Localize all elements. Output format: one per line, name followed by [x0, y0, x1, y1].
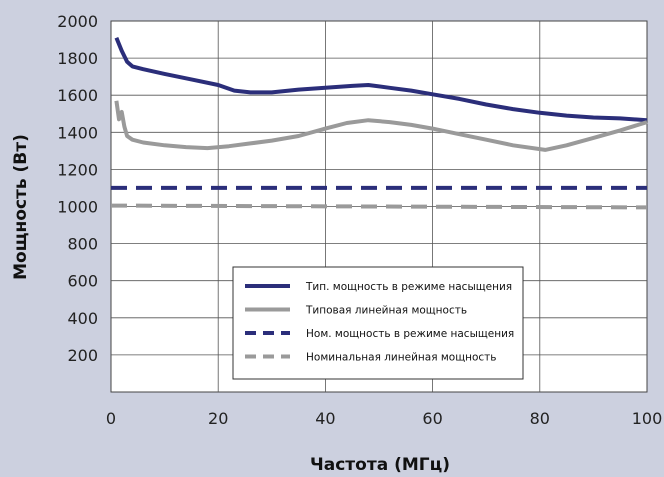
y-tick-label: 600: [67, 272, 98, 291]
legend-label-1: Тип. мощность в режиме насыщения: [305, 281, 512, 293]
y-tick-label: 200: [67, 346, 98, 365]
legend-label-2: Типовая линейная мощность: [305, 305, 467, 317]
series-line-2: [114, 100, 648, 152]
y-tick-label: 2000: [57, 12, 98, 31]
y-tick-label: 1400: [57, 123, 98, 142]
x-axis-title: Частота (МГц): [310, 455, 450, 475]
y-tick-label: 800: [67, 235, 98, 254]
y-axis-title: Мощность (Вт): [11, 134, 31, 280]
x-tick-label: 20: [208, 409, 228, 428]
series-line-4: [110, 203, 648, 210]
legend-label-3: Ном. мощность в режиме насыщения: [306, 328, 514, 340]
y-tick-label: 400: [67, 309, 98, 328]
y-tick-label: 1200: [57, 160, 98, 179]
x-tick-label: 80: [530, 409, 550, 428]
y-tick-labels: 200 400 600 800 1000 1200 1400 1600 1800 2000: [57, 12, 98, 365]
legend-label-4: Номинальная линейная мощность: [306, 352, 496, 364]
x-tick-labels: 0 20 40 60 80 100: [106, 409, 662, 428]
x-tick-label: 100: [632, 409, 663, 428]
x-tick-label: 0: [106, 409, 116, 428]
series-group: [110, 36, 648, 210]
legend: Тип. мощность в режиме насыщения Типовая …: [232, 266, 524, 380]
y-tick-label: 1000: [57, 198, 98, 217]
x-tick-label: 60: [422, 409, 442, 428]
x-tick-label: 40: [315, 409, 335, 428]
y-tick-label: 1800: [57, 49, 98, 68]
y-tick-label: 1600: [57, 86, 98, 105]
series-line-1: [114, 36, 648, 123]
